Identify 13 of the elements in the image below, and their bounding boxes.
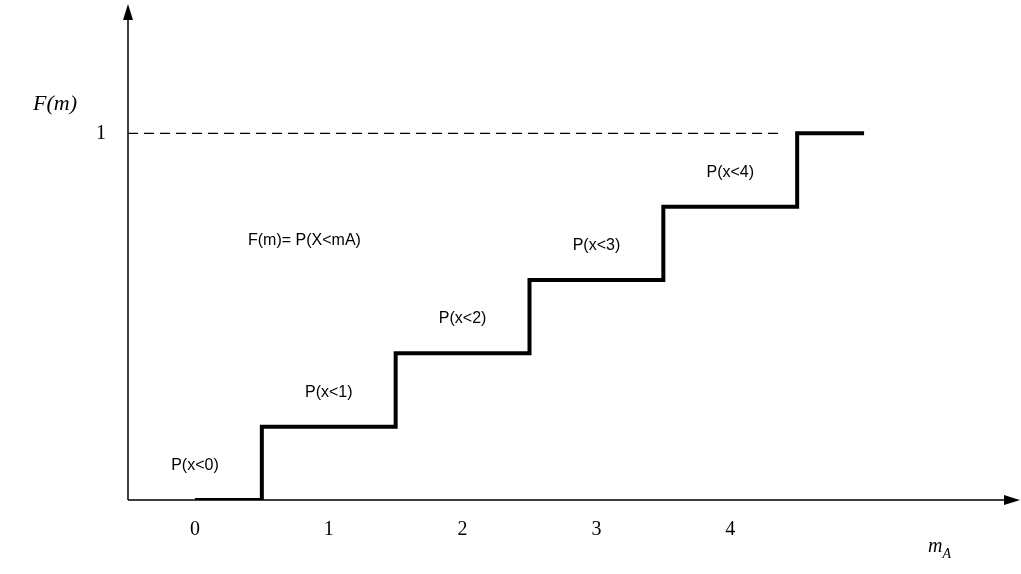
y-axis-title: F(m) [32,90,77,115]
annotation: P(x<3) [572,236,621,253]
x-tick-label: 1 [323,517,334,540]
x-tick-label: 4 [725,517,736,540]
annotation: F(m)= P(X<mA) [248,231,361,248]
x-tick-label: 3 [591,517,602,540]
x-tick-label: 2 [457,517,468,540]
annotation: P(x<1) [304,382,353,400]
x-tick-label: 0 [189,517,200,540]
ref-line-label: 1 [96,120,106,143]
annotation: P(x<0) [171,456,219,473]
annotation: P(x<4) [706,162,755,180]
annotation: P(x<2) [438,309,487,327]
